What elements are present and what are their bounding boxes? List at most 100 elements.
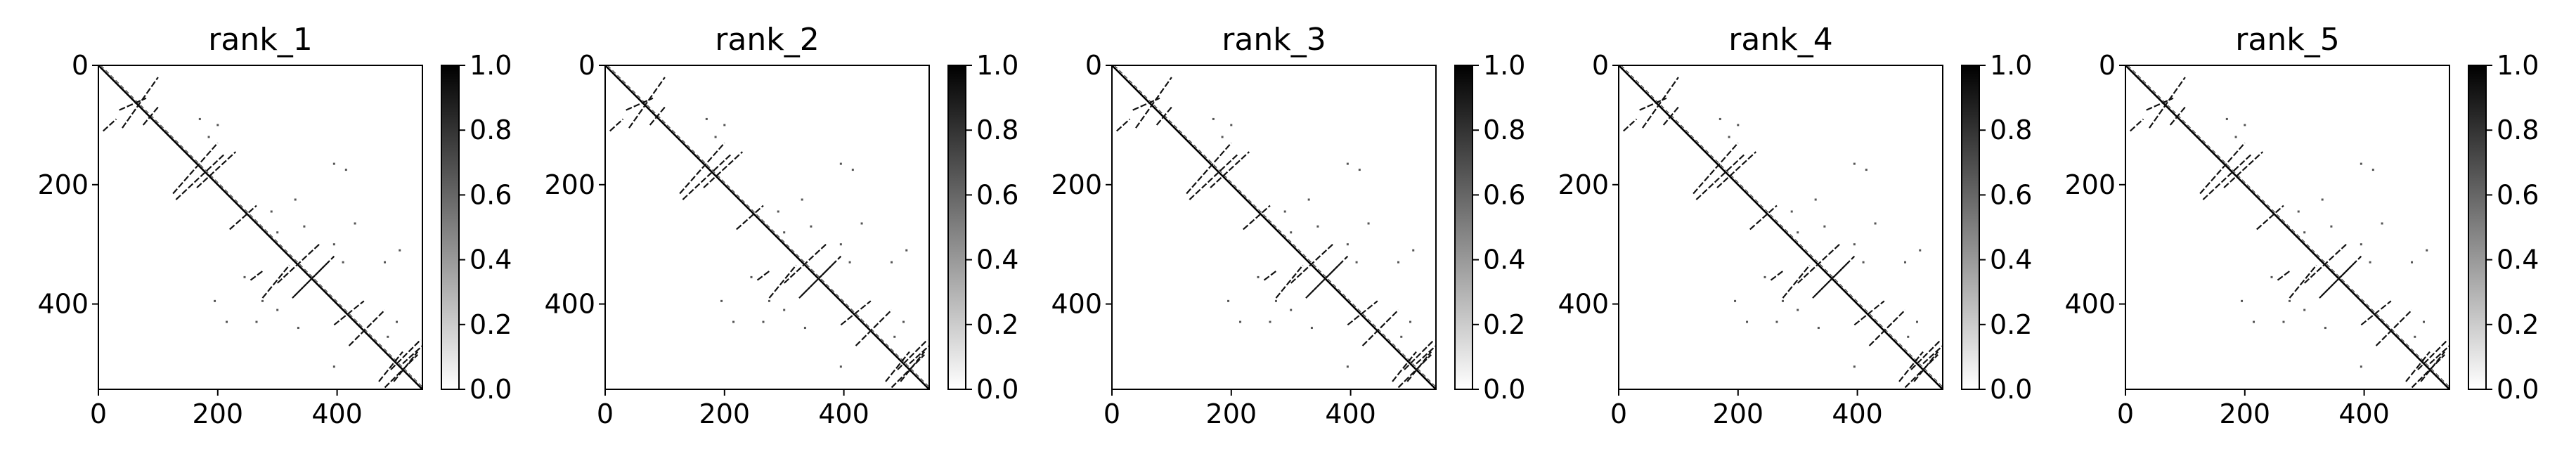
contact-dot xyxy=(860,222,863,225)
contact-segment xyxy=(1716,151,1757,188)
main-diagonal xyxy=(2125,65,2450,390)
y-tick-label: 200 xyxy=(1051,169,1102,200)
colorbar-gradient xyxy=(1455,65,1473,389)
contact-dot xyxy=(839,365,842,368)
contact-dot xyxy=(2321,198,2324,201)
x-tick-label: 400 xyxy=(818,398,869,429)
contact-segment xyxy=(649,106,666,126)
x-tick-label: 400 xyxy=(1832,398,1883,429)
contact-dot xyxy=(777,210,779,213)
contact-dot xyxy=(1797,309,1799,311)
colorbar-gradient xyxy=(948,65,966,389)
y-tick-label: 0 xyxy=(1085,50,1102,81)
contact-dot xyxy=(2426,249,2428,252)
x-tick-label: 200 xyxy=(699,398,751,429)
contact-segment xyxy=(172,142,219,195)
contact-segment xyxy=(1782,264,1811,299)
contact-segment xyxy=(1749,204,1778,230)
contact-dot xyxy=(332,365,335,368)
contact-segment xyxy=(142,106,159,126)
contact-segment xyxy=(2303,243,2347,284)
colorbar-gradient xyxy=(1962,65,1979,389)
contact-dot xyxy=(2414,335,2416,338)
contact-segment xyxy=(2130,118,2144,132)
contact-dot xyxy=(1400,335,1403,338)
contact-dot xyxy=(399,249,401,252)
contact-dot xyxy=(1412,249,1415,252)
contact-dot xyxy=(344,169,347,171)
contact-segment xyxy=(609,118,624,132)
contact-dot xyxy=(2381,222,2383,225)
contact-dot xyxy=(783,309,786,311)
contact-segment xyxy=(1815,255,1856,296)
colorbar-frame xyxy=(441,65,460,390)
contact-dot xyxy=(243,275,246,278)
colorbar-tick-label: 0.8 xyxy=(1990,115,2032,145)
axes-frame xyxy=(2125,65,2450,390)
contact-dot xyxy=(1817,327,1820,330)
contact-dot xyxy=(387,335,389,338)
near-diagonal xyxy=(1620,65,1943,388)
colorbar-tick-label: 0.4 xyxy=(1483,245,1525,275)
contact-dot xyxy=(2288,299,2291,302)
colorbar-tick-label: 0.8 xyxy=(2497,115,2539,145)
contact-dot xyxy=(354,222,356,225)
contact-dot xyxy=(1274,299,1277,302)
colorbar-tick-label: 0.0 xyxy=(2497,374,2539,405)
contact-segment xyxy=(196,151,237,188)
contact-dot xyxy=(1221,136,1224,138)
main-diagonal xyxy=(1111,65,1437,390)
contact-segment xyxy=(1189,154,1238,200)
contact-dot xyxy=(1853,162,1856,165)
colorbar-tick-label: 0.0 xyxy=(1483,374,1525,405)
contact-dot xyxy=(1212,117,1215,120)
contact-segment xyxy=(756,271,770,281)
contact-dot xyxy=(1290,231,1293,234)
contact-segment xyxy=(261,264,290,299)
axes-frame xyxy=(604,65,930,390)
y-tick-label: 400 xyxy=(544,289,595,320)
contact-segment xyxy=(783,243,827,284)
main-diagonal xyxy=(98,65,423,390)
contact-dot xyxy=(1409,320,1411,323)
x-tick-label: 400 xyxy=(311,398,363,429)
contact-segment xyxy=(384,353,418,389)
contact-segment xyxy=(897,339,928,370)
colorbar-tick-label: 0.4 xyxy=(470,245,512,275)
colorbar-tick-label: 0.0 xyxy=(976,374,1018,405)
contact-segment xyxy=(1186,142,1232,195)
y-tick-label: 200 xyxy=(544,169,595,200)
contact-dot xyxy=(1862,261,1865,264)
contact-dot xyxy=(905,249,908,252)
contact-dot xyxy=(395,320,398,323)
contact-segment xyxy=(1695,154,1745,200)
x-tick-label: 200 xyxy=(2220,398,2271,429)
y-tick-label: 0 xyxy=(2099,50,2116,81)
contact-segment xyxy=(295,255,335,296)
colorbar-tick-label: 0.2 xyxy=(2497,309,2539,340)
y-tick-label: 400 xyxy=(1558,289,1609,320)
contact-dot xyxy=(801,198,803,201)
contact-dot xyxy=(705,117,708,120)
contact-dot xyxy=(902,320,905,323)
contact-segment xyxy=(2411,353,2445,389)
contact-dot xyxy=(723,124,726,126)
contact-segment xyxy=(333,300,365,326)
chart-title: rank_5 xyxy=(2235,22,2339,58)
contact-segment xyxy=(1910,339,1942,370)
chart-panel-5: rank_5 0 200 400 0 200 400 0.0 0.2 0.4 0.6 0.8 1.0 xyxy=(2064,22,2539,429)
colorbar-frame xyxy=(1961,65,1980,390)
contact-segment xyxy=(103,118,117,132)
y-tick-label: 400 xyxy=(1051,289,1102,320)
contact-dot xyxy=(2360,243,2362,246)
contact-segment xyxy=(679,142,725,195)
chart-panel-2: rank_2 0 200 400 0 200 400 0.0 0.2 0.4 0.6 0.8 1.0 xyxy=(544,22,1018,429)
contact-dot xyxy=(1907,335,1910,338)
contact-segment xyxy=(2256,204,2284,230)
x-tick-label: 200 xyxy=(1206,398,1257,429)
near-diagonal xyxy=(1113,65,1437,388)
contact-dot xyxy=(216,124,219,126)
colorbar-tick-label: 0.8 xyxy=(470,115,512,145)
contact-dot xyxy=(1737,124,1740,126)
